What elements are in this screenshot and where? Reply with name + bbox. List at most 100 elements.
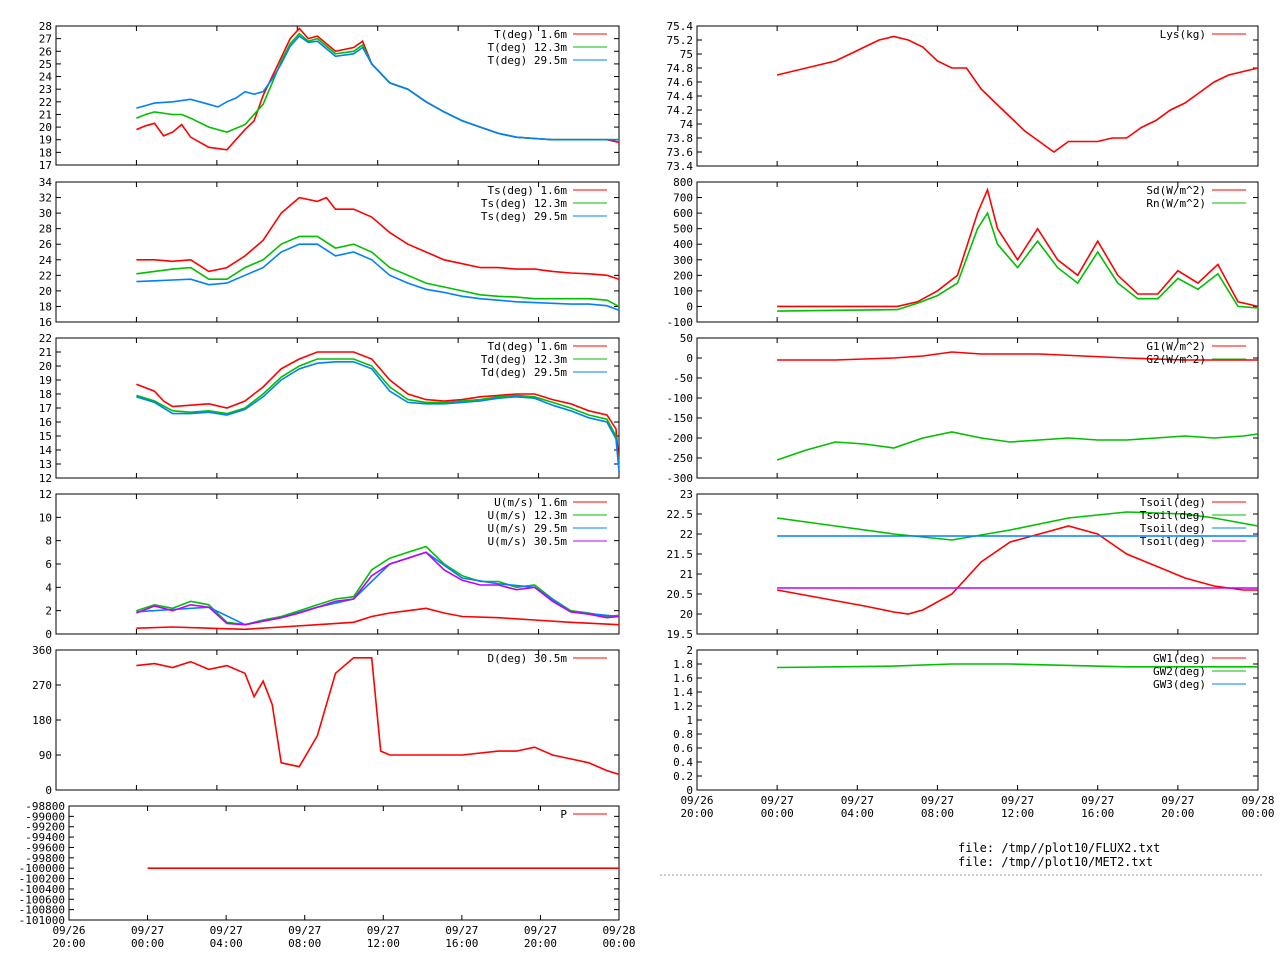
x-tick-time: 00:00 (1241, 807, 1274, 820)
x-tick-time: 16:00 (1081, 807, 1114, 820)
y-tick-label: 800 (673, 176, 693, 189)
y-tick-label: -300 (667, 472, 694, 485)
legend-label: Td(deg) 1.6m (488, 340, 568, 353)
legend-label: P (560, 808, 567, 821)
y-tick-label: -250 (667, 452, 694, 465)
panel-tsoil: 19.52020.52121.52222.523Tsoil(deg)Tsoil(… (667, 488, 1259, 641)
series-line-1 (136, 196, 620, 280)
plot-frame (68, 805, 620, 921)
y-tick-label: 1.4 (673, 686, 693, 699)
y-tick-label: -100200 (19, 873, 65, 886)
y-tick-label: -101000 (19, 914, 65, 927)
y-tick-label: 22 (39, 269, 52, 282)
y-tick-label: 300 (673, 254, 693, 267)
plot-frame (696, 337, 1259, 479)
x-tick-time: 20:00 (524, 937, 557, 950)
y-tick-label: -100 (667, 392, 694, 405)
y-tick-label: -99000 (25, 810, 65, 823)
x-tick-time: 08:00 (921, 807, 954, 820)
y-tick-label: 23 (39, 83, 52, 96)
series-line-2 (777, 211, 1259, 312)
y-tick-label: 32 (39, 192, 52, 205)
y-tick-label: -100600 (19, 893, 65, 906)
y-tick-label: -98800 (25, 800, 65, 813)
series-line-1 (136, 656, 620, 776)
series-line-3 (136, 35, 619, 141)
y-tick-label: 20 (39, 360, 52, 373)
y-tick-label: 75.2 (667, 34, 694, 47)
plot-frame (696, 493, 1259, 635)
panel-u: 0 2 4 6 8 10 12 U(m/s) 1.6mU(m/s) 12.3mU(m/s) 2… (39, 488, 620, 641)
y-tick-label: 20 (39, 121, 52, 134)
x-tick-date: 09/27 (524, 924, 557, 937)
x-tick-date: 09/27 (921, 794, 954, 807)
plot-frame (696, 25, 1259, 167)
y-tick-label: 20.5 (667, 588, 694, 601)
x-tick-time: 12:00 (367, 937, 400, 950)
y-tick-label: 21.5 (667, 548, 694, 561)
y-tick-label: 1.8 (673, 658, 693, 671)
legend-label: GW1(deg) (1153, 652, 1206, 665)
y-tick-label: 2 (686, 644, 693, 657)
legend-label: Ts(deg) 29.5m (481, 210, 567, 223)
y-tick-label: 50 (680, 332, 693, 345)
y-tick-label: -50 (673, 372, 693, 385)
series-line-2 (136, 545, 620, 626)
y-tick-label: -150 (667, 412, 694, 425)
y-tick-label: 4 (45, 581, 52, 594)
x-tick-date: 09/27 (841, 794, 874, 807)
x-tick-date: 09/27 (210, 924, 243, 937)
y-tick-label: 27 (39, 33, 52, 46)
x-tick-time: 16:00 (445, 937, 478, 950)
y-tick-label: 1.6 (673, 672, 693, 685)
y-tick-label: 0 (45, 784, 52, 797)
panel-sdrn: -100 0 100 200 300 400 500 600 700 800 Sd(W/m^2)Rn… (667, 176, 1259, 329)
panel-lys: 73.473.673.87474.274.474.674.87575.275.4… (667, 20, 1259, 173)
series-line-1 (777, 187, 1259, 308)
legend-label: Sd(W/m^2) (1146, 184, 1206, 197)
y-tick-label: 74 (680, 118, 694, 131)
y-tick-label: 22 (680, 528, 693, 541)
x-tick-date: 09/27 (1161, 794, 1194, 807)
y-tick-label: 13 (39, 458, 52, 471)
y-tick-label: 8 (45, 535, 52, 548)
x-tick-time: 20:00 (52, 937, 85, 950)
x-tick-time: 04:00 (210, 937, 243, 950)
panel-g: -300 -250 -200 -150 -100 -50 0 50 G1(W/m^2)G2(W/… (667, 332, 1259, 485)
x-tick-time: 08:00 (288, 937, 321, 950)
legend-label: G2(W/m^2) (1146, 353, 1206, 366)
series-line-2 (136, 235, 620, 308)
y-tick-label: 25 (39, 58, 52, 71)
x-tick-time: 20:00 (1161, 807, 1194, 820)
y-tick-label: 600 (673, 207, 693, 220)
series-line-1 (776, 35, 1258, 153)
legend-label: T(deg) 29.5m (488, 54, 568, 67)
legend-label: GW3(deg) (1153, 678, 1206, 691)
y-tick-label: 17 (39, 159, 52, 172)
y-tick-label: 18 (39, 388, 52, 401)
y-tick-label: 19 (39, 134, 52, 147)
legend-label: U(m/s) 12.3m (488, 509, 568, 522)
x-tick-time: 20:00 (680, 807, 713, 820)
y-tick-label: 21 (39, 346, 52, 359)
x-tick-date: 09/27 (288, 924, 321, 937)
y-tick-label: 360 (32, 644, 52, 657)
y-tick-label: -99400 (25, 831, 65, 844)
y-tick-label: 73.4 (667, 160, 694, 173)
y-tick-label: -100000 (19, 862, 65, 875)
y-tick-label: 74.2 (667, 104, 694, 117)
legend-label: Tsoil(deg) (1140, 535, 1206, 548)
y-tick-label: 90 (39, 749, 52, 762)
y-tick-label: 16 (39, 416, 52, 429)
y-tick-label: -200 (667, 432, 694, 445)
y-tick-label: -100 (667, 316, 694, 329)
series-line-2 (776, 511, 1258, 541)
legend-label: D(deg) 30.5m (488, 652, 568, 665)
x-tick-date: 09/26 (52, 924, 85, 937)
legend-label: Tsoil(deg) (1140, 509, 1206, 522)
series-line-3 (136, 551, 620, 626)
legend-label: U(m/s) 29.5m (488, 522, 568, 535)
